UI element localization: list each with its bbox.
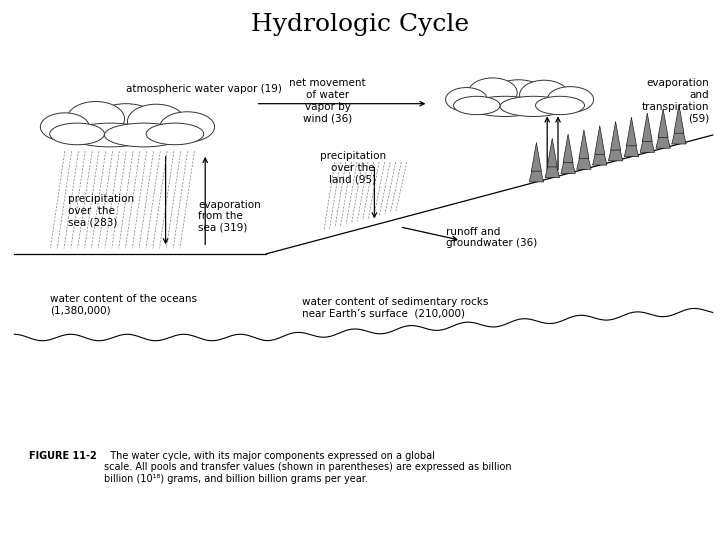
Polygon shape: [561, 144, 575, 173]
Polygon shape: [577, 140, 591, 170]
Ellipse shape: [127, 104, 185, 139]
Ellipse shape: [520, 80, 569, 110]
Polygon shape: [611, 122, 621, 150]
Polygon shape: [672, 114, 686, 144]
Ellipse shape: [104, 123, 184, 147]
Polygon shape: [563, 134, 573, 163]
Ellipse shape: [468, 78, 517, 107]
Polygon shape: [545, 148, 559, 178]
Ellipse shape: [67, 102, 125, 136]
Text: evaporation
from the
sea (319): evaporation from the sea (319): [198, 200, 261, 233]
Text: precipitation
over the
land (95): precipitation over the land (95): [320, 151, 386, 184]
Text: atmospheric water vapor (19): atmospheric water vapor (19): [126, 84, 282, 94]
Polygon shape: [674, 105, 684, 133]
Polygon shape: [531, 143, 541, 171]
Ellipse shape: [160, 112, 215, 142]
Ellipse shape: [68, 123, 152, 147]
Text: evaporation
and
transpiration
(59): evaporation and transpiration (59): [642, 78, 709, 123]
Ellipse shape: [446, 87, 487, 111]
Ellipse shape: [91, 104, 161, 145]
Polygon shape: [608, 131, 623, 161]
Ellipse shape: [50, 123, 104, 145]
Ellipse shape: [547, 86, 594, 112]
Ellipse shape: [146, 123, 204, 145]
Ellipse shape: [454, 96, 500, 114]
Polygon shape: [624, 127, 639, 157]
Polygon shape: [658, 109, 668, 137]
Ellipse shape: [500, 96, 567, 117]
Text: FIGURE 11-2: FIGURE 11-2: [29, 451, 96, 461]
Ellipse shape: [489, 80, 548, 114]
Polygon shape: [529, 152, 544, 182]
Polygon shape: [640, 123, 654, 152]
Text: The water cycle, with its major components expressed on a global
scale. All pool: The water cycle, with its major componen…: [104, 451, 512, 484]
Text: net movement
of water
vapor by
wind (36): net movement of water vapor by wind (36): [289, 78, 366, 123]
Text: water content of sedimentary rocks
near Earth’s surface  (210,000): water content of sedimentary rocks near …: [302, 297, 489, 319]
Text: water content of the oceans
(1,380,000): water content of the oceans (1,380,000): [50, 294, 197, 316]
Text: runoff and
groundwater (36): runoff and groundwater (36): [446, 227, 538, 248]
Polygon shape: [579, 130, 589, 159]
Polygon shape: [656, 118, 670, 148]
Ellipse shape: [40, 113, 89, 141]
Polygon shape: [266, 135, 713, 341]
Polygon shape: [14, 254, 266, 341]
Text: Hydrologic Cycle: Hydrologic Cycle: [251, 14, 469, 37]
Text: precipitation
over  the
sea (283): precipitation over the sea (283): [68, 194, 135, 227]
Polygon shape: [547, 138, 557, 167]
Ellipse shape: [536, 96, 585, 114]
Polygon shape: [642, 113, 652, 141]
Ellipse shape: [469, 96, 541, 117]
Polygon shape: [595, 126, 605, 154]
Polygon shape: [626, 117, 636, 146]
Polygon shape: [593, 136, 607, 165]
